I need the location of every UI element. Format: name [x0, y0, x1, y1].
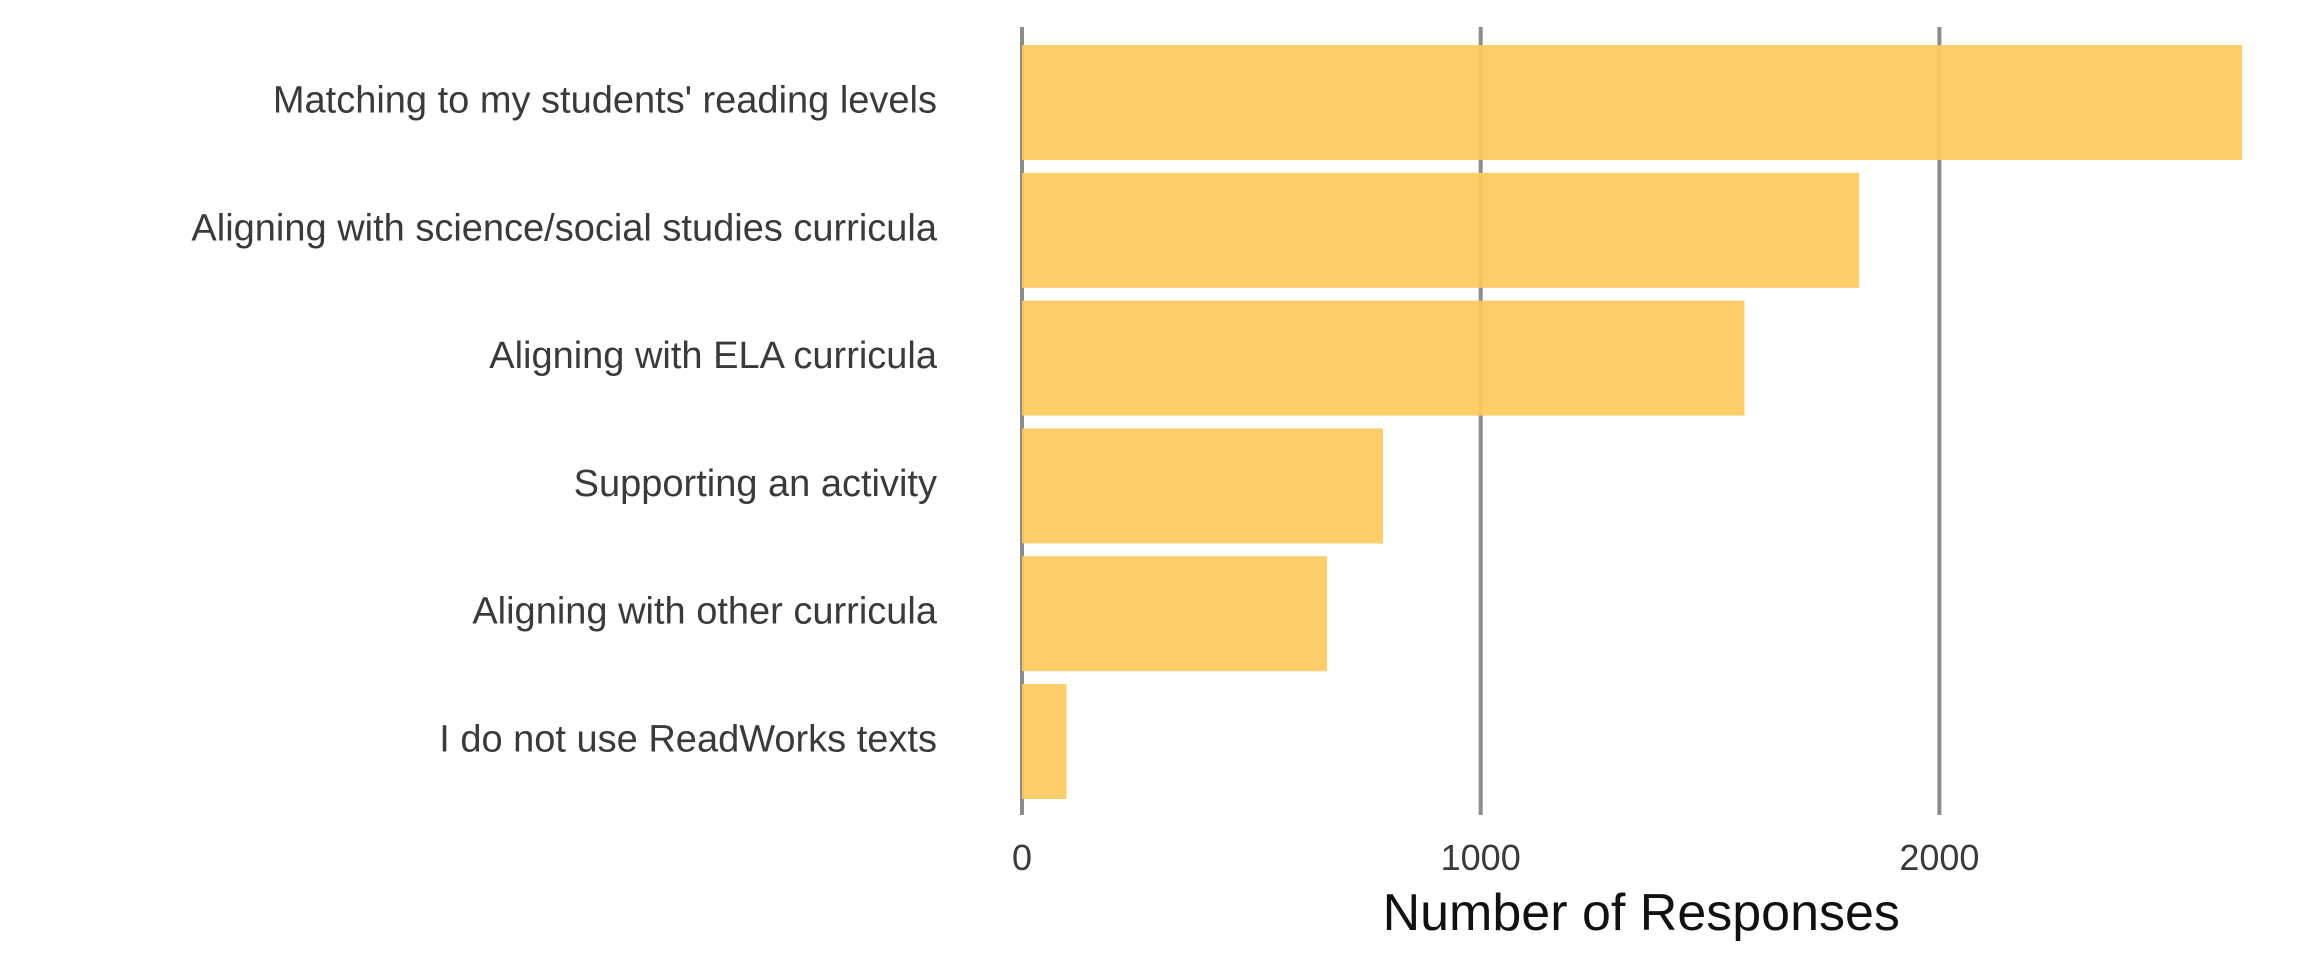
x-axis-title: Number of Responses — [1383, 884, 1900, 942]
category-label: Aligning with other curricula — [472, 591, 938, 633]
bar-3 — [1022, 428, 1383, 544]
x-tick-label: 0 — [1012, 837, 1032, 878]
x-tick-label: 2000 — [1899, 837, 1979, 878]
category-label: Supporting an activity — [574, 463, 937, 505]
category-labels: Matching to my students' reading levels A… — [191, 80, 937, 761]
bar-0 — [1022, 45, 2243, 160]
category-label: I do not use ReadWorks texts — [439, 719, 937, 761]
bar-1 — [1022, 172, 1860, 288]
x-tick-labels: 0 1000 2000 — [1012, 837, 1979, 878]
category-label: Matching to my students' reading levels — [273, 80, 937, 122]
category-label: Aligning with ELA curricula — [489, 335, 938, 377]
bar-2 — [1022, 300, 1745, 416]
category-label: Aligning with science/social studies cur… — [191, 207, 937, 249]
bars — [1022, 45, 2243, 799]
bar-4 — [1022, 556, 1328, 672]
bar-5 — [1022, 684, 1067, 799]
x-tick-label: 1000 — [1441, 837, 1521, 878]
